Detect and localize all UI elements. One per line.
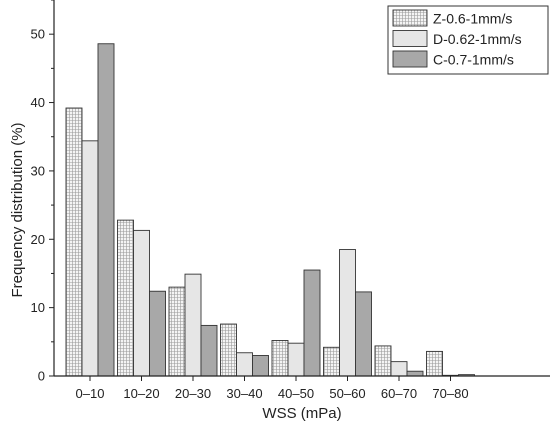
legend-label: D-0.62-1mm/s [433, 31, 522, 47]
bar-C-0.7-1mm/s-50–60 [355, 291, 372, 377]
bar-C-0.7-1mm/s-40–50 [303, 269, 321, 377]
y-tick-label: 20 [31, 232, 45, 247]
bar-D-0.62-1mm/s-0–10 [81, 140, 99, 377]
bar-C-0.7-1mm/s-20–30 [200, 324, 218, 377]
y-tick-label: 50 [31, 27, 45, 42]
bar-Z-0.6-1mm/s-70–80 [426, 350, 443, 377]
y-axis-title: Frequency distribution (%) [9, 122, 26, 297]
y-tick-label: 0 [38, 369, 45, 384]
legend-label: Z-0.6-1mm/s [433, 11, 512, 27]
x-axis-title: WSS (mPa) [262, 405, 341, 422]
bars-layer [65, 43, 475, 377]
bar-D-0.62-1mm/s-40–50 [287, 342, 305, 377]
bar-Z-0.6-1mm/s-0–10 [65, 107, 83, 377]
bar-C-0.7-1mm/s-30–40 [252, 355, 269, 377]
legend-label: C-0.7-1mm/s [433, 52, 514, 68]
bar-Z-0.6-1mm/s-30–40 [220, 323, 237, 377]
y-tick-label: 40 [31, 95, 45, 110]
bar-D-0.62-1mm/s-50–60 [339, 249, 356, 377]
bar-C-0.7-1mm/s-60–70 [406, 370, 424, 377]
legend-swatch [392, 30, 428, 47]
legend: Z-0.6-1mm/s D-0.62-1mm/s C-0.7-1mm/s [387, 5, 549, 75]
bar-Z-0.6-1mm/s-50–60 [323, 346, 340, 377]
y-tick-label: 30 [31, 163, 45, 178]
bar-Z-0.6-1mm/s-20–30 [168, 286, 186, 377]
bar-Z-0.6-1mm/s-10–20 [117, 219, 134, 377]
bar-D-0.62-1mm/s-30–40 [236, 352, 253, 377]
legend-swatch [392, 9, 428, 27]
bar-C-0.7-1mm/s-10–20 [149, 290, 166, 377]
x-tick-label: 30–40 [226, 386, 262, 401]
legend-swatch [392, 50, 428, 68]
bar-D-0.62-1mm/s-20–30 [184, 273, 202, 377]
x-tick-label: 40–50 [278, 386, 314, 401]
labels-layer: WSS (mPa) Frequency distribution (%) [9, 122, 342, 422]
x-tick-label: 10–20 [123, 386, 159, 401]
bar-Z-0.6-1mm/s-40–50 [271, 340, 289, 377]
x-tick-label: 20–30 [175, 386, 211, 401]
y-tick-label: 10 [31, 300, 45, 315]
axes-layer: 0 10 20 30 40 50 0–10 10–20 20–30 30–40 40–50 50–60… [31, 0, 550, 401]
x-tick-label: 50–60 [329, 386, 365, 401]
x-tick-label: 70–80 [432, 386, 468, 401]
x-tick-label: 60–70 [381, 386, 417, 401]
bar-Z-0.6-1mm/s-60–70 [374, 345, 392, 377]
bar-D-0.62-1mm/s-60–70 [390, 361, 408, 377]
x-tick-label: 0–10 [76, 386, 105, 401]
bar-C-0.7-1mm/s-0–10 [97, 43, 115, 377]
bar-D-0.62-1mm/s-10–20 [133, 229, 150, 377]
